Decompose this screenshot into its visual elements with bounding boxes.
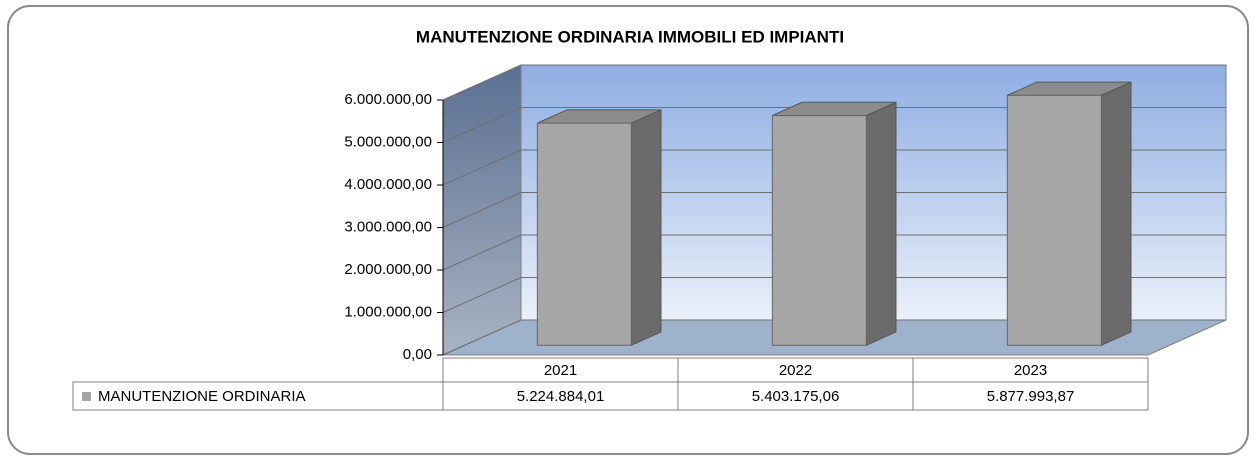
y-tick-label: 1.000.000,00 [344, 303, 432, 320]
y-tick-label: 5.000.000,00 [344, 133, 432, 150]
grid-line [442, 234, 1226, 271]
y-tick-label: 3.000.000,00 [344, 218, 432, 235]
legend-key [82, 392, 91, 401]
grid-line [442, 192, 1226, 228]
y-tick-label: 4.000.000,00 [344, 176, 432, 193]
bar [771, 115, 867, 346]
grid-line [442, 277, 1226, 313]
y-tick-label: 6.000.000,00 [344, 91, 432, 108]
value-label: 5.877.993,87 [987, 388, 1075, 405]
grid-line [442, 107, 1226, 143]
grid-line [442, 64, 1226, 101]
y-tick-label: 0,00 [403, 346, 432, 363]
value-label: 5.224.884,01 [517, 388, 605, 405]
table-header-row [442, 357, 1149, 383]
chart-title: MANUTENZIONE ORDINARIA IMMOBILI ED IMPIA… [416, 27, 844, 46]
legend-label: MANUTENZIONE ORDINARIA [98, 388, 306, 405]
value-label: 5.403.175,06 [752, 388, 840, 405]
grid-line [442, 149, 1226, 186]
y-tick-label: 2.000.000,00 [344, 261, 432, 278]
table-value-row [72, 381, 1149, 411]
bar-side [865, 101, 897, 346]
x-tick-label: 2023 [1014, 362, 1047, 379]
bar-side [630, 109, 662, 346]
bar-side [1100, 81, 1132, 346]
bar [536, 122, 632, 346]
grid-line [442, 319, 1226, 356]
x-tick-label: 2022 [779, 362, 812, 379]
bar [1006, 94, 1102, 346]
x-tick-label: 2021 [544, 362, 577, 379]
